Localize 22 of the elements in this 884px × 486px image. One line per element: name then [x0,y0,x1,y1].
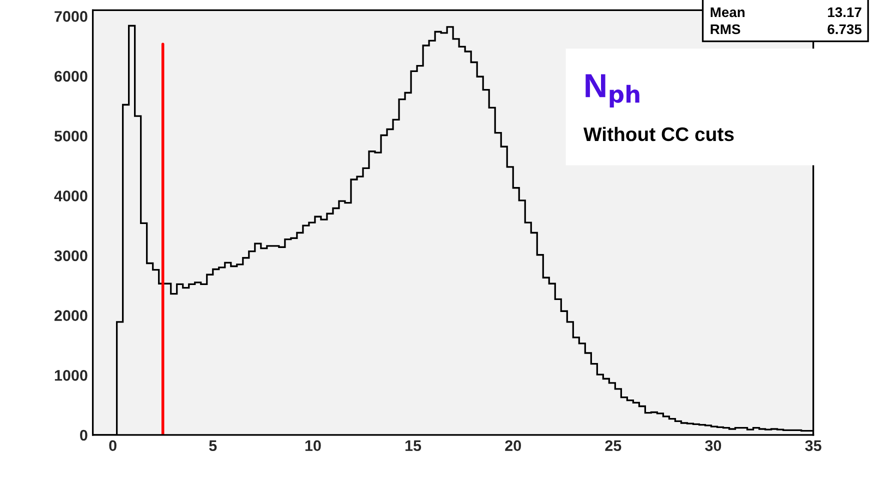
y-tick-label: 5000 [54,130,88,142]
text: 13.17 [828,7,862,18]
y-tick-label: 6000 [54,70,88,82]
y-tick-label: 1000 [54,370,88,381]
annotation: N$_{ph}$ [586,74,640,108]
x-tick-label: 30 [705,440,722,452]
x-tick-label: 0 [109,440,116,452]
text: 6.735 [828,24,862,34]
x-tick-label: 25 [605,440,622,452]
x-tick-label: 10 [305,440,321,452]
x-tick-label: 20 [505,440,521,452]
x-tick-label: 5 [209,440,217,452]
y-tick-label: 4000 [54,190,88,202]
x-tick-label: 15 [405,440,422,452]
y-tick-label: 2000 [54,310,88,322]
y-tick-label: 3000 [54,250,88,262]
y-tick-label: 7000 [54,11,88,22]
annotation: RMS [710,24,740,34]
annotation: Mean [710,7,744,18]
annotation: Without CC cuts [583,126,734,142]
x-tick-label: 35 [805,440,822,452]
y-tick-label: 0 [80,430,88,441]
